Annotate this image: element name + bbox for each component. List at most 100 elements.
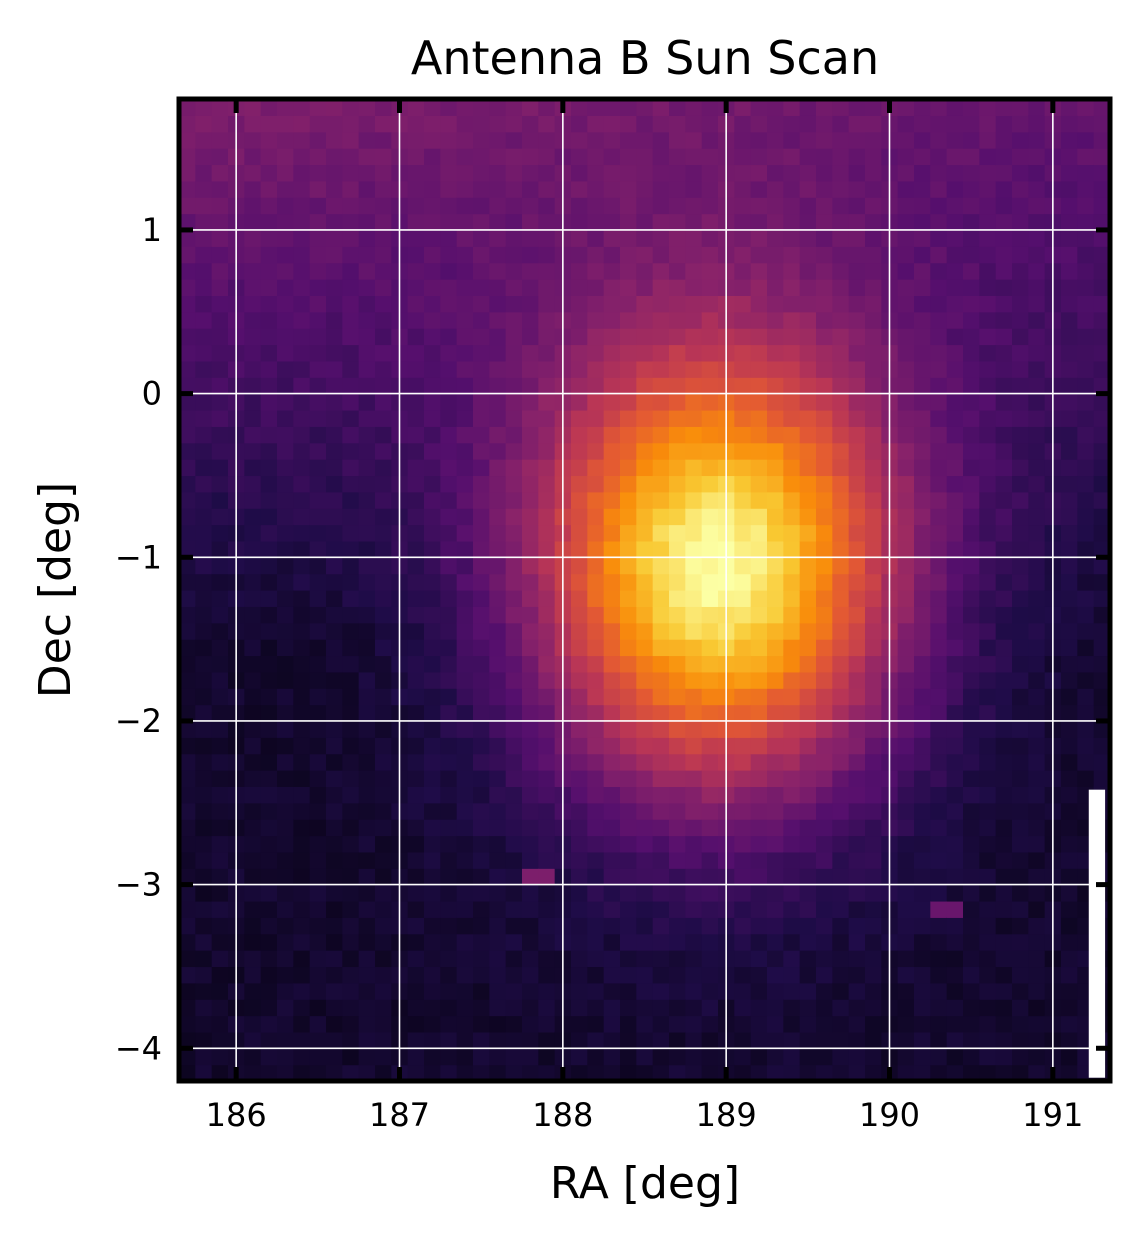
heatmap-cell xyxy=(963,639,980,657)
heatmap-cell xyxy=(424,459,441,477)
heatmap-cell xyxy=(326,1064,343,1082)
heatmap-cell xyxy=(309,197,327,215)
heatmap-cell xyxy=(620,409,637,427)
heatmap-cell xyxy=(669,966,686,984)
heatmap-cell xyxy=(195,917,213,935)
heatmap-cell xyxy=(538,1031,556,1049)
heatmap-cell xyxy=(979,99,997,116)
heatmap-cell xyxy=(424,933,441,951)
heatmap-cell xyxy=(767,884,784,902)
heatmap-cell xyxy=(587,933,605,951)
heatmap-cell xyxy=(211,180,229,198)
heatmap-cell xyxy=(865,819,882,837)
heatmap-cell xyxy=(358,442,376,460)
heatmap-cell xyxy=(293,491,311,509)
heatmap-cell xyxy=(750,884,768,902)
heatmap-cell xyxy=(652,639,670,657)
heatmap-cell xyxy=(505,540,523,558)
heatmap-cell xyxy=(979,590,997,607)
heatmap-cell xyxy=(326,180,343,198)
heatmap-cell xyxy=(1093,753,1111,771)
heatmap-cell xyxy=(195,131,213,149)
heatmap-cell xyxy=(799,508,817,526)
heatmap-cell xyxy=(244,655,262,673)
heatmap-cell xyxy=(767,524,784,542)
heatmap-cell xyxy=(211,328,229,346)
heatmap-cell xyxy=(930,622,948,640)
heatmap-cell xyxy=(211,900,229,918)
heatmap-cell xyxy=(293,950,311,968)
heatmap-cell xyxy=(750,688,768,706)
heatmap-cell xyxy=(260,950,278,968)
heatmap-cell xyxy=(685,180,703,198)
heatmap-cell xyxy=(293,229,311,247)
heatmap-cell xyxy=(244,606,262,624)
heatmap-cell xyxy=(914,540,931,558)
heatmap-cell xyxy=(1028,737,1046,755)
heatmap-cell xyxy=(505,197,523,215)
heatmap-cell xyxy=(685,704,703,722)
heatmap-cell xyxy=(832,328,850,346)
heatmap-cell xyxy=(685,131,703,149)
heatmap-cell xyxy=(701,279,719,296)
heatmap-cell xyxy=(179,229,196,247)
heatmap-cell xyxy=(505,1064,523,1082)
heatmap-cell xyxy=(571,279,588,296)
heatmap-cell xyxy=(897,180,915,198)
heatmap-cell xyxy=(701,344,719,362)
heatmap-cell xyxy=(326,884,343,902)
heatmap-cell xyxy=(489,851,507,869)
heatmap-cell xyxy=(277,917,294,935)
heatmap-cell xyxy=(995,770,1013,787)
heatmap-cell xyxy=(636,1031,654,1049)
heatmap-cell xyxy=(799,999,817,1017)
heatmap-cell xyxy=(767,688,784,706)
heatmap-cell xyxy=(571,393,588,411)
heatmap-cell xyxy=(293,966,311,984)
heatmap-cell xyxy=(685,1015,703,1033)
heatmap-cell xyxy=(914,393,931,411)
heatmap-cell xyxy=(571,819,588,837)
heatmap-cell xyxy=(211,262,229,280)
heatmap-cell xyxy=(538,377,556,395)
heatmap-cell xyxy=(848,459,866,477)
heatmap-cell xyxy=(1093,213,1111,231)
heatmap-cell xyxy=(783,131,801,149)
heatmap-cell xyxy=(652,1015,670,1033)
heatmap-cell xyxy=(326,377,343,395)
heatmap-cell xyxy=(505,982,523,1000)
heatmap-cell xyxy=(375,409,392,427)
heatmap-cell xyxy=(652,982,670,1000)
heatmap-cell xyxy=(489,884,507,902)
heatmap-cell xyxy=(685,115,703,133)
heatmap-cell xyxy=(930,1048,948,1066)
heatmap-cell xyxy=(897,360,915,378)
heatmap-cell xyxy=(538,491,556,509)
heatmap-cell xyxy=(816,606,833,624)
heatmap-cell xyxy=(277,409,294,427)
heatmap-cell xyxy=(538,475,556,493)
heatmap-cell xyxy=(244,491,262,509)
heatmap-cell xyxy=(1077,409,1095,427)
heatmap-cell xyxy=(456,753,474,771)
heatmap-cell xyxy=(293,442,311,460)
heatmap-cell xyxy=(1012,246,1029,264)
x-tick-label: 187 xyxy=(369,1096,430,1134)
heatmap-cell xyxy=(375,622,392,640)
heatmap-cell xyxy=(848,835,866,853)
heatmap-cell xyxy=(783,475,801,493)
heatmap-cell xyxy=(1093,99,1111,116)
heatmap-cell xyxy=(211,246,229,264)
heatmap-cell xyxy=(195,639,213,657)
heatmap-cell xyxy=(326,753,343,771)
heatmap-cell xyxy=(195,557,213,575)
heatmap-cell xyxy=(505,475,523,493)
heatmap-cell xyxy=(636,557,654,575)
heatmap-cell xyxy=(522,393,539,411)
heatmap-cell xyxy=(440,1048,458,1066)
heatmap-cell xyxy=(1012,786,1029,804)
heatmap-cell xyxy=(211,835,229,853)
heatmap-cell xyxy=(685,344,703,362)
heatmap-cell xyxy=(995,606,1013,624)
heatmap-cell xyxy=(342,180,360,198)
